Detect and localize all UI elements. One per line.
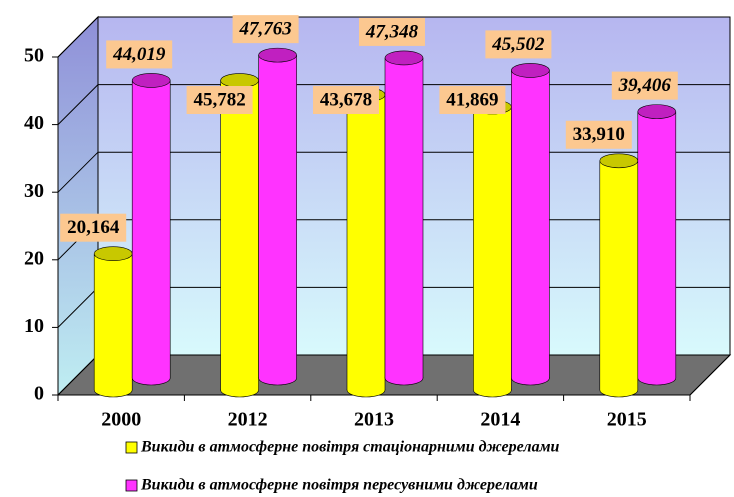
cylinder-top bbox=[220, 73, 259, 88]
y-tick-label: 30 bbox=[24, 180, 44, 202]
grid-line bbox=[57, 151, 99, 193]
value-label-box bbox=[186, 86, 253, 114]
value-label-box bbox=[565, 120, 632, 149]
value-label: 39,406 bbox=[618, 75, 672, 96]
grid-line bbox=[57, 16, 99, 58]
value-label-box bbox=[359, 17, 425, 46]
value-label: 41,869 bbox=[446, 89, 498, 110]
bar bbox=[473, 106, 512, 390]
value-label: 33,910 bbox=[573, 124, 625, 145]
value-label: 20,164 bbox=[67, 217, 120, 238]
value-label: 44,019 bbox=[112, 44, 166, 65]
value-label-box bbox=[485, 30, 552, 59]
x-tick-label: 2014 bbox=[480, 409, 520, 431]
legend-swatch bbox=[125, 479, 138, 492]
grid-line bbox=[57, 354, 99, 396]
grid-line bbox=[57, 84, 99, 125]
x-tick-label: 2013 bbox=[354, 409, 394, 431]
value-label-box bbox=[611, 71, 678, 100]
cylinder-top bbox=[131, 73, 171, 88]
y-tick-label: 0 bbox=[34, 383, 44, 405]
bar bbox=[94, 253, 133, 390]
legend-label: Викиди в атмосферне повітря пересувними … bbox=[140, 477, 538, 494]
value-label: 43,678 bbox=[320, 89, 372, 110]
bar bbox=[258, 55, 297, 378]
side-wall bbox=[57, 15, 99, 397]
cylinder-top bbox=[384, 50, 424, 66]
value-label-box bbox=[439, 86, 506, 114]
value-label: 47,348 bbox=[365, 21, 419, 42]
x-tick-label: 2012 bbox=[228, 409, 268, 431]
grid-line bbox=[57, 287, 99, 328]
x-axis-depth bbox=[689, 354, 731, 396]
bar bbox=[599, 160, 638, 390]
bar bbox=[385, 57, 423, 378]
bar bbox=[220, 80, 259, 391]
bar bbox=[511, 70, 550, 378]
legend-label: Викиди в атмосферне повітря стаціонарним… bbox=[140, 439, 560, 456]
value-label-box bbox=[313, 86, 379, 114]
cylinder-top bbox=[637, 104, 677, 119]
bar bbox=[637, 111, 676, 378]
value-label-box bbox=[60, 213, 127, 242]
bar bbox=[132, 80, 171, 379]
y-tick-label: 40 bbox=[24, 112, 44, 134]
y-tick-label: 20 bbox=[24, 247, 44, 269]
value-label: 45,502 bbox=[491, 34, 545, 55]
cylinder-top bbox=[93, 246, 133, 261]
cylinder-top bbox=[511, 63, 550, 78]
value-label: 45,782 bbox=[193, 89, 245, 110]
cylinder-top bbox=[599, 153, 639, 169]
x-tick-label: 2000 bbox=[101, 409, 141, 431]
x-tick-label: 2015 bbox=[607, 409, 647, 431]
cylinder-top bbox=[258, 47, 297, 63]
value-label: 47,763 bbox=[238, 18, 291, 39]
y-tick-label: 50 bbox=[24, 45, 44, 67]
legend-swatch bbox=[125, 441, 138, 454]
value-label-box bbox=[106, 40, 173, 69]
bar bbox=[347, 94, 385, 390]
y-tick-label: 10 bbox=[24, 315, 44, 337]
value-label-box bbox=[232, 15, 299, 44]
